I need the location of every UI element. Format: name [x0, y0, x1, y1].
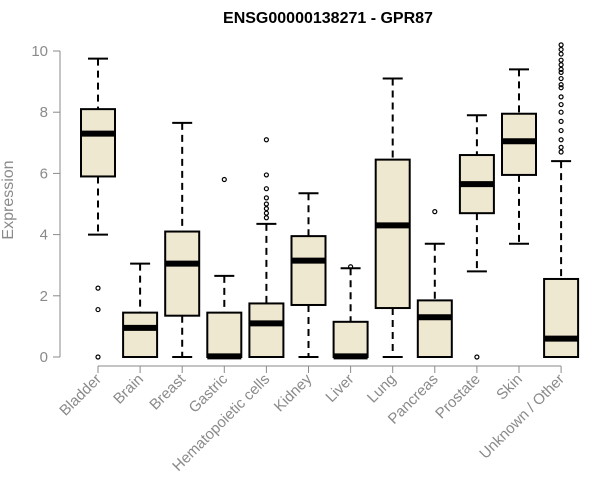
box-group: [543, 42, 580, 358]
y-tick-label: 0: [40, 349, 48, 366]
y-axis: 0 2 4 6 8 10: [31, 43, 61, 366]
box-iqr: [543, 277, 580, 358]
y-tick-label: 6: [40, 165, 48, 182]
outlier-point: [558, 46, 564, 53]
box-iqr: [122, 311, 159, 359]
box-iqr: [164, 230, 201, 317]
box-group: [416, 209, 453, 359]
box-iqr: [374, 158, 411, 310]
outlier-point: [558, 57, 564, 63]
x-tick-label: Skin: [493, 371, 526, 404]
outlier-point: [263, 205, 269, 212]
box-group: [80, 57, 116, 360]
box-group: [332, 264, 369, 360]
outlier-point: [474, 354, 480, 360]
outlier-point: [558, 144, 564, 150]
box-group: [164, 121, 201, 358]
box-iqr: [80, 108, 116, 178]
outlier-point: [558, 62, 564, 68]
outlier-point: [558, 137, 564, 143]
outlier-point: [558, 109, 564, 115]
x-tick-label: Liver: [322, 371, 357, 406]
box-iqr: [206, 311, 243, 359]
outlier-point: [558, 94, 564, 100]
outlier-point: [263, 201, 269, 207]
outlier-point: [558, 42, 564, 48]
x-tick-label: Lung: [364, 371, 400, 407]
outlier-point: [263, 172, 269, 178]
x-tick-label: Kidney: [271, 370, 316, 415]
box-group: [290, 192, 327, 358]
outlier-point: [558, 149, 564, 155]
y-tick-label: 8: [40, 104, 48, 121]
outlier-point: [263, 186, 269, 192]
outlier-point: [348, 264, 354, 270]
box-iqr: [290, 235, 327, 306]
outlier-point: [558, 51, 564, 57]
x-tick-label: Brain: [110, 371, 147, 408]
box-group: [206, 176, 243, 360]
box-iqr: [332, 320, 369, 358]
box-iqr: [416, 299, 453, 359]
outlier-point: [263, 215, 269, 221]
outlier-point: [558, 118, 564, 124]
box-iqr: [501, 112, 537, 176]
outlier-point: [263, 137, 269, 143]
chart-title: ENSG00000138271 - GPR87: [223, 10, 433, 27]
y-tick-label: 2: [40, 288, 48, 305]
x-tick-label: Breast: [146, 370, 189, 413]
boxes-group: [80, 42, 580, 360]
outlier-point: [263, 195, 269, 201]
x-tick-label: Bladder: [56, 371, 105, 420]
outlier-point: [558, 66, 564, 72]
outlier-point: [95, 285, 101, 291]
outlier-point: [432, 209, 438, 215]
box-group: [501, 68, 537, 245]
box-group: [248, 137, 285, 359]
y-axis-label: Expression: [0, 160, 17, 239]
outlier-point: [558, 127, 564, 134]
y-tick-label: 10: [31, 43, 48, 60]
outlier-point: [558, 82, 564, 88]
outlier-point: [221, 176, 227, 183]
outlier-point: [558, 75, 564, 82]
outlier-point: [95, 354, 101, 360]
x-tick-label: Prostate: [432, 371, 484, 423]
outlier-point: [558, 85, 564, 91]
box-group: [374, 77, 411, 358]
outlier-point: [95, 306, 101, 313]
y-tick-label: 4: [40, 227, 48, 244]
box-iqr: [248, 302, 285, 359]
outlier-point: [558, 69, 564, 76]
box-group: [122, 262, 159, 359]
outlier-point: [263, 210, 269, 216]
outlier-point: [558, 101, 564, 108]
box-group: [458, 114, 495, 360]
